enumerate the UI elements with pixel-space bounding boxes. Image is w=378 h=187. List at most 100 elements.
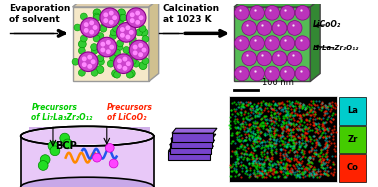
Bar bbox=[169, 151, 209, 160]
Circle shape bbox=[129, 40, 149, 60]
Circle shape bbox=[126, 49, 133, 56]
Circle shape bbox=[98, 58, 104, 65]
Circle shape bbox=[127, 70, 135, 77]
Circle shape bbox=[81, 35, 87, 42]
Circle shape bbox=[93, 25, 98, 30]
Circle shape bbox=[114, 54, 133, 73]
Circle shape bbox=[139, 62, 147, 70]
Circle shape bbox=[118, 9, 125, 17]
Circle shape bbox=[295, 66, 310, 81]
Circle shape bbox=[130, 18, 135, 23]
Polygon shape bbox=[234, 0, 320, 7]
Circle shape bbox=[126, 71, 133, 78]
Circle shape bbox=[250, 66, 264, 81]
Ellipse shape bbox=[23, 128, 152, 144]
Circle shape bbox=[74, 24, 81, 31]
Circle shape bbox=[139, 25, 146, 32]
Circle shape bbox=[287, 21, 302, 35]
Bar bbox=[234, 7, 310, 81]
Circle shape bbox=[103, 18, 108, 23]
Circle shape bbox=[103, 12, 108, 17]
Circle shape bbox=[112, 15, 117, 20]
Circle shape bbox=[139, 15, 144, 20]
Circle shape bbox=[120, 14, 127, 21]
Circle shape bbox=[40, 155, 50, 165]
Circle shape bbox=[89, 30, 94, 35]
Circle shape bbox=[110, 55, 116, 62]
Circle shape bbox=[280, 66, 295, 81]
Circle shape bbox=[120, 33, 125, 38]
Circle shape bbox=[133, 50, 138, 55]
Circle shape bbox=[114, 49, 121, 56]
Circle shape bbox=[48, 141, 58, 151]
Circle shape bbox=[126, 61, 131, 66]
Circle shape bbox=[234, 66, 249, 81]
Polygon shape bbox=[73, 0, 159, 7]
Circle shape bbox=[101, 42, 105, 47]
Circle shape bbox=[112, 70, 119, 77]
Circle shape bbox=[116, 18, 124, 25]
Polygon shape bbox=[172, 128, 217, 133]
Circle shape bbox=[91, 47, 98, 54]
Circle shape bbox=[99, 24, 106, 31]
Circle shape bbox=[234, 36, 249, 50]
Circle shape bbox=[133, 60, 139, 67]
Circle shape bbox=[63, 139, 73, 149]
Circle shape bbox=[135, 20, 140, 25]
Bar bbox=[170, 145, 211, 154]
Circle shape bbox=[97, 37, 116, 57]
Circle shape bbox=[94, 14, 101, 21]
Circle shape bbox=[50, 146, 60, 156]
Text: Evaporation
of solvent: Evaporation of solvent bbox=[9, 4, 70, 24]
Text: BCP: BCP bbox=[55, 141, 77, 151]
Circle shape bbox=[109, 159, 118, 168]
Bar bbox=[339, 126, 366, 153]
Circle shape bbox=[38, 161, 48, 170]
Circle shape bbox=[129, 36, 136, 42]
Text: LiCoO₂: LiCoO₂ bbox=[313, 20, 342, 29]
Circle shape bbox=[122, 66, 127, 71]
Text: Co: Co bbox=[347, 163, 358, 172]
Circle shape bbox=[123, 47, 130, 53]
Polygon shape bbox=[149, 0, 159, 81]
Circle shape bbox=[113, 25, 119, 32]
Circle shape bbox=[87, 55, 92, 59]
Circle shape bbox=[116, 40, 124, 47]
Polygon shape bbox=[21, 136, 154, 187]
Circle shape bbox=[135, 11, 140, 16]
Circle shape bbox=[105, 143, 114, 152]
Polygon shape bbox=[310, 0, 320, 81]
Bar bbox=[339, 97, 366, 125]
Circle shape bbox=[140, 28, 148, 36]
Circle shape bbox=[129, 18, 136, 25]
Circle shape bbox=[129, 40, 136, 47]
Circle shape bbox=[81, 18, 100, 37]
Circle shape bbox=[136, 29, 143, 36]
Circle shape bbox=[89, 20, 94, 25]
Bar bbox=[171, 139, 212, 148]
Ellipse shape bbox=[21, 177, 154, 187]
Circle shape bbox=[109, 20, 114, 25]
Circle shape bbox=[138, 43, 143, 48]
Circle shape bbox=[280, 5, 295, 20]
Circle shape bbox=[82, 62, 87, 67]
Circle shape bbox=[93, 13, 100, 20]
Circle shape bbox=[295, 36, 310, 50]
Circle shape bbox=[272, 21, 287, 35]
Circle shape bbox=[106, 49, 111, 54]
Circle shape bbox=[78, 69, 85, 76]
Circle shape bbox=[116, 44, 123, 50]
Circle shape bbox=[133, 45, 138, 50]
Polygon shape bbox=[170, 140, 215, 145]
Circle shape bbox=[78, 47, 85, 54]
Circle shape bbox=[287, 51, 302, 66]
Circle shape bbox=[265, 5, 279, 20]
Circle shape bbox=[117, 64, 122, 69]
Bar bbox=[339, 154, 366, 182]
Bar bbox=[229, 96, 337, 182]
Circle shape bbox=[60, 133, 70, 143]
Circle shape bbox=[109, 11, 114, 16]
Circle shape bbox=[81, 13, 87, 20]
Circle shape bbox=[295, 5, 310, 20]
Circle shape bbox=[122, 57, 127, 62]
